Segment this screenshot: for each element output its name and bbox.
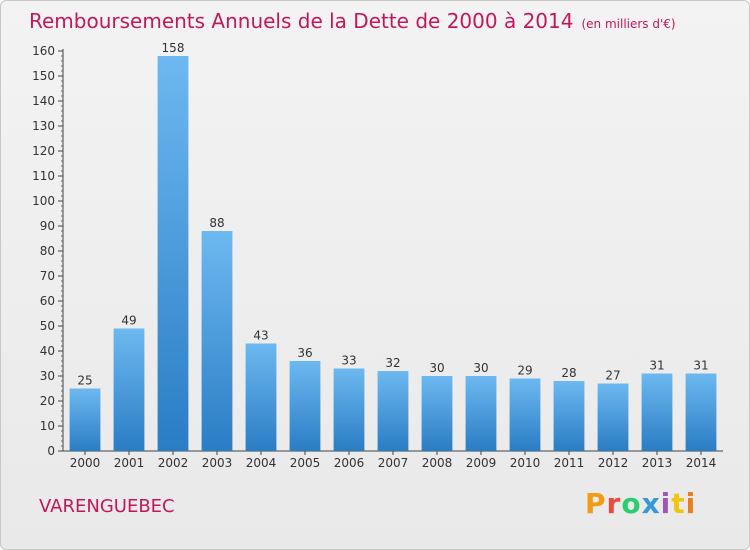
data-label: 25 <box>77 374 92 388</box>
chart-bars <box>69 56 717 452</box>
chart-labels: 2000 25 2001 49 2002 158 2003 88 2004 43 2005 36 200… <box>70 41 717 470</box>
y-tick-label: 100 <box>32 194 55 208</box>
bar-2000[interactable] <box>69 388 101 452</box>
logo-letter: x <box>641 487 661 520</box>
y-tick-label: 160 <box>32 44 55 58</box>
logo-letter: i <box>660 487 672 520</box>
y-tick-label: 150 <box>32 69 55 83</box>
data-label: 30 <box>473 361 488 375</box>
bar-2008[interactable] <box>421 376 453 451</box>
y-tick-label: 40 <box>40 344 55 358</box>
bar-2014[interactable] <box>685 373 717 452</box>
y-tick-label: 80 <box>40 244 55 258</box>
bar-2006[interactable] <box>333 368 365 452</box>
logo-letter: P <box>585 487 607 520</box>
data-label: 27 <box>605 369 620 383</box>
data-label: 32 <box>385 356 400 370</box>
data-label: 31 <box>649 359 664 373</box>
bar-2013[interactable] <box>641 373 673 452</box>
x-tick-label: 2003 <box>202 456 233 470</box>
x-tick-label: 2008 <box>422 456 453 470</box>
data-label: 49 <box>121 314 136 328</box>
y-tick-label: 110 <box>32 169 55 183</box>
chart-title-text: Remboursements Annuels de la Dette de 20… <box>29 9 574 33</box>
bar-2007[interactable] <box>377 371 409 451</box>
data-label: 29 <box>517 364 532 378</box>
bar-2012[interactable] <box>597 383 629 452</box>
x-tick-label: 2011 <box>554 456 585 470</box>
data-label: 36 <box>297 346 312 360</box>
data-label: 28 <box>561 366 576 380</box>
x-tick-label: 2004 <box>246 456 277 470</box>
y-tick-label: 70 <box>40 269 55 283</box>
y-tick-label: 50 <box>40 319 55 333</box>
x-tick-label: 2005 <box>290 456 321 470</box>
x-tick-label: 2009 <box>466 456 497 470</box>
logo-letter: o <box>621 487 642 520</box>
data-label: 30 <box>429 361 444 375</box>
x-tick-label: 2001 <box>114 456 145 470</box>
bar-2005[interactable] <box>289 361 321 451</box>
bar-2010[interactable] <box>509 378 541 452</box>
x-tick-label: 2012 <box>598 456 629 470</box>
x-tick-label: 2007 <box>378 456 409 470</box>
data-label: 31 <box>693 359 708 373</box>
logo-letter: i <box>685 487 697 520</box>
chart-subtitle: (en milliers d'€) <box>581 17 676 31</box>
data-label: 88 <box>209 216 224 230</box>
y-tick-label: 60 <box>40 294 55 308</box>
data-label: 43 <box>253 329 268 343</box>
y-tick-label: 120 <box>32 144 55 158</box>
y-tick-label: 0 <box>47 444 55 458</box>
bar-2002[interactable] <box>157 56 189 451</box>
chart-title: Remboursements Annuels de la Dette de 20… <box>29 9 676 33</box>
logo-letter: r <box>606 487 622 520</box>
proxiti-logo[interactable]: Proxiti <box>585 487 696 520</box>
y-tick-label: 30 <box>40 369 55 383</box>
chart-axes: 0 10 20 30 40 50 60 70 80 90 100 110 120 130 140 150 160 <box>32 44 723 458</box>
bar-2011[interactable] <box>553 381 585 451</box>
y-tick-label: 90 <box>40 219 55 233</box>
x-tick-label: 2013 <box>642 456 673 470</box>
bar-2001[interactable] <box>113 328 145 452</box>
y-tick-label: 140 <box>32 94 55 108</box>
y-tick-label: 130 <box>32 119 55 133</box>
x-tick-label: 2010 <box>510 456 541 470</box>
data-label: 158 <box>162 41 185 55</box>
x-tick-label: 2006 <box>334 456 365 470</box>
x-tick-label: 2000 <box>70 456 101 470</box>
bar-2009[interactable] <box>465 376 497 451</box>
data-label: 33 <box>341 354 356 368</box>
x-tick-label: 2014 <box>686 456 717 470</box>
y-tick-label: 20 <box>40 394 55 408</box>
y-tick-label: 10 <box>40 419 55 433</box>
proxiti-logo-text: Proxiti <box>585 487 696 520</box>
bar-2003[interactable] <box>201 231 233 451</box>
x-tick-label: 2002 <box>158 456 189 470</box>
bar-2004[interactable] <box>245 343 277 452</box>
logo-letter: t <box>671 487 686 520</box>
commune-name: VARENGUEBEC <box>39 496 175 517</box>
